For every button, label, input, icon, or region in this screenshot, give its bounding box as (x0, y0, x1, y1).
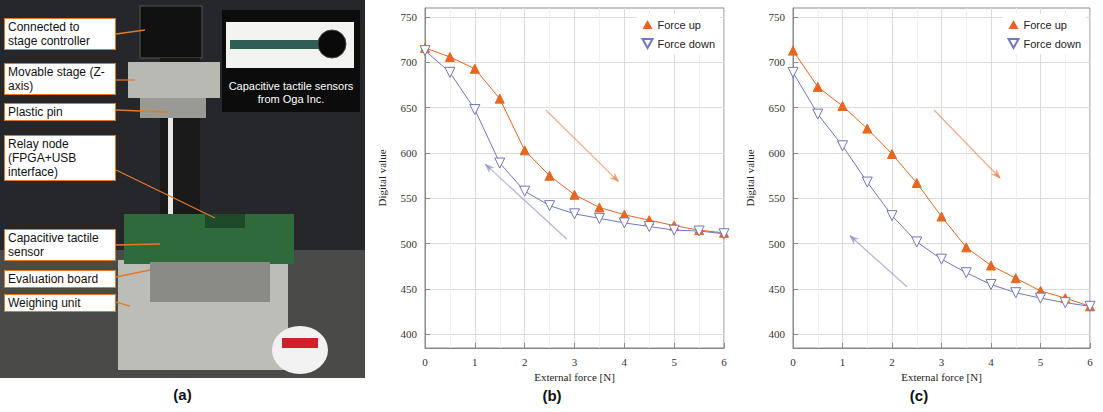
svg-text:3: 3 (572, 356, 578, 368)
html-text:Capacitive tactile sensors fro: Capacitive tactile sensors from Oga Inc. (228, 80, 354, 105)
svg-text:1: 1 (472, 356, 478, 368)
html-text:(a): (a) (173, 386, 192, 403)
svg-text:600: 600 (769, 147, 786, 159)
svg-text:(b): (b) (542, 387, 561, 404)
svg-text:5: 5 (1038, 356, 1044, 368)
html-text:Evaluation board: Evaluation board (8, 272, 99, 286)
svg-text:750: 750 (401, 11, 418, 23)
svg-text:Force up: Force up (658, 19, 701, 31)
svg-text:0: 0 (422, 356, 428, 368)
svg-text:4: 4 (988, 356, 994, 368)
svg-text:Digital value: Digital value (744, 149, 756, 206)
svg-text:Digital value: Digital value (376, 149, 388, 206)
svg-text:0: 0 (790, 356, 796, 368)
svg-text:1: 1 (840, 356, 846, 368)
svg-text:400: 400 (769, 328, 786, 340)
svg-text:550: 550 (769, 192, 786, 204)
svg-text:6: 6 (1087, 356, 1093, 368)
html-text:Plastic pin: Plastic pin (8, 105, 63, 119)
svg-text:650: 650 (401, 102, 418, 114)
svg-text:2: 2 (522, 356, 528, 368)
html-text:Relay node (FPGA+USB interface: Relay node (FPGA+USB interface) (8, 137, 77, 179)
svg-text:3: 3 (939, 356, 945, 368)
svg-text:700: 700 (401, 56, 418, 68)
svg-text:(c): (c) (910, 387, 928, 404)
html-text:Connected to stage controller: Connected to stage controller (8, 20, 90, 48)
svg-text:4: 4 (622, 356, 628, 368)
svg-text:500: 500 (401, 238, 418, 250)
svg-text:450: 450 (401, 283, 418, 295)
svg-text:550: 550 (401, 192, 418, 204)
svg-text:External force [N]: External force [N] (901, 371, 982, 383)
svg-text:650: 650 (769, 102, 786, 114)
svg-text:750: 750 (769, 11, 786, 23)
svg-text:Force down: Force down (658, 38, 715, 50)
svg-text:5: 5 (671, 356, 677, 368)
svg-text:External force [N]: External force [N] (534, 371, 615, 383)
svg-text:500: 500 (769, 238, 786, 250)
svg-text:600: 600 (401, 147, 418, 159)
html-text:Movable stage (Z-axis): Movable stage (Z-axis) (8, 65, 105, 93)
html-text:Capacitive tactile sensor: Capacitive tactile sensor (8, 231, 99, 259)
svg-text:Force up: Force up (1024, 19, 1067, 31)
svg-text:450: 450 (769, 283, 786, 295)
svg-text:700: 700 (769, 56, 786, 68)
svg-text:6: 6 (721, 356, 727, 368)
svg-text:400: 400 (401, 328, 418, 340)
svg-text:2: 2 (889, 356, 895, 368)
html-text:Weighing unit: Weighing unit (8, 296, 81, 310)
svg-text:Force down: Force down (1024, 38, 1081, 50)
